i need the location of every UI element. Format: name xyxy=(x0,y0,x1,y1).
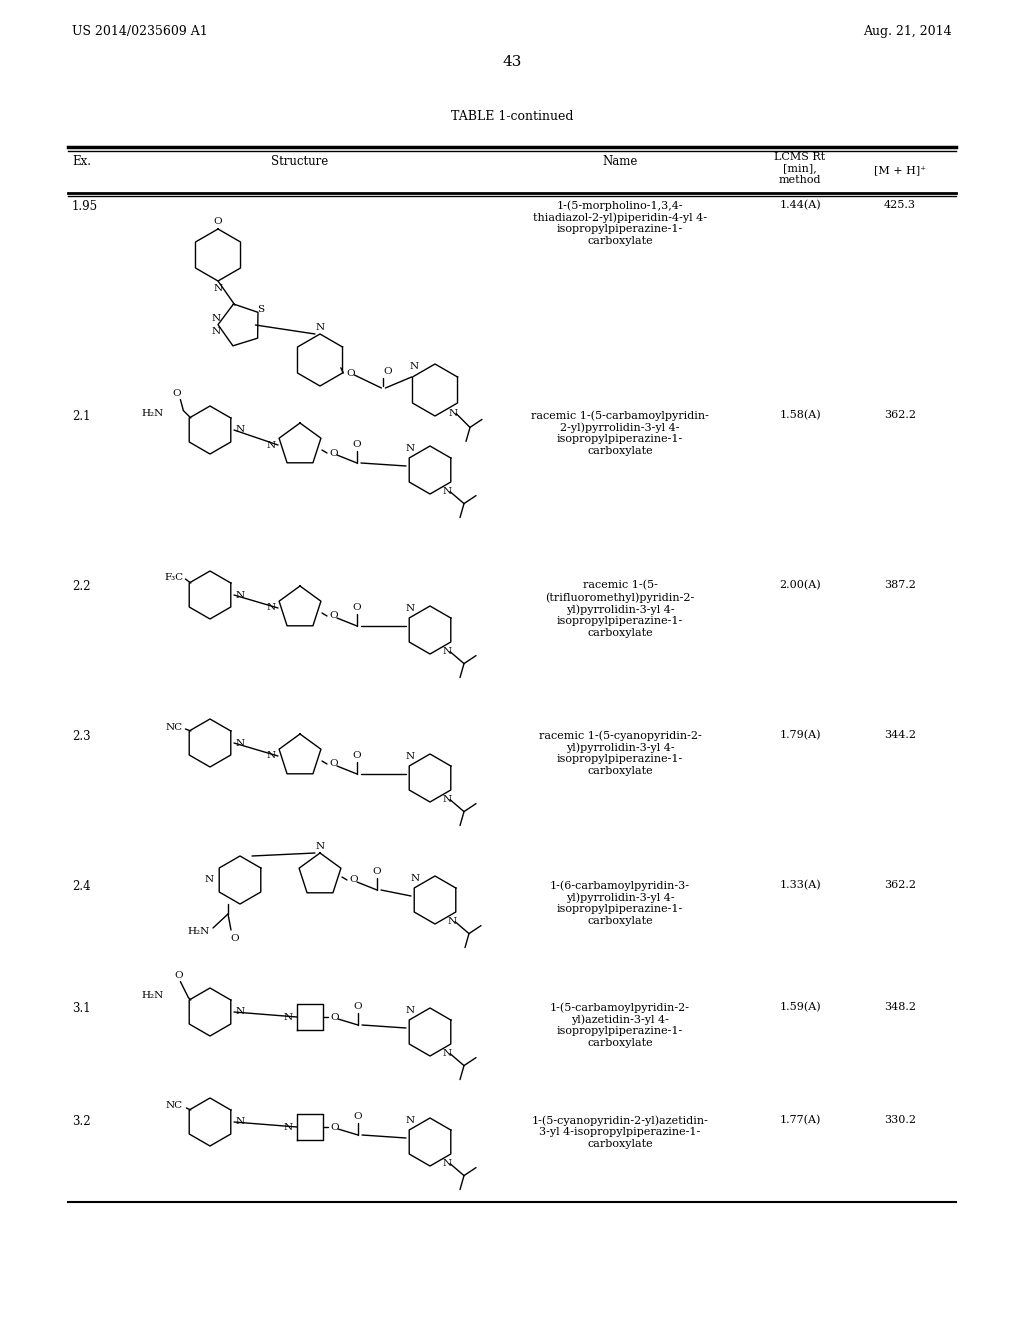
Text: 362.2: 362.2 xyxy=(884,880,916,890)
Text: 362.2: 362.2 xyxy=(884,411,916,420)
Text: O: O xyxy=(383,367,392,376)
Text: N: N xyxy=(236,1007,245,1016)
Text: O: O xyxy=(230,935,239,942)
Text: N: N xyxy=(449,409,458,418)
Text: O: O xyxy=(174,970,182,979)
Text: N: N xyxy=(267,441,276,450)
Text: 1-(5-carbamoylpyridin-2-
yl)azetidin-3-yl 4-
isopropylpiperazine-1-
carboxylate: 1-(5-carbamoylpyridin-2- yl)azetidin-3-y… xyxy=(550,1002,690,1048)
Text: O: O xyxy=(352,603,361,612)
Text: 1.33(A): 1.33(A) xyxy=(779,880,821,890)
Text: 1.79(A): 1.79(A) xyxy=(779,730,821,741)
Text: 2.4: 2.4 xyxy=(72,880,91,894)
Text: 2.3: 2.3 xyxy=(72,730,91,743)
Text: N: N xyxy=(443,795,453,804)
Text: O: O xyxy=(353,1002,362,1011)
Text: racemic 1-(5-
(trifluoromethyl)pyridin-2-
yl)pyrrolidin-3-yl 4-
isopropylpiperaz: racemic 1-(5- (trifluoromethyl)pyridin-2… xyxy=(546,579,694,638)
Text: Structure: Structure xyxy=(271,154,329,168)
Text: 2.00(A): 2.00(A) xyxy=(779,579,821,590)
Text: 1.44(A): 1.44(A) xyxy=(779,201,821,210)
Text: N: N xyxy=(410,362,419,371)
Text: O: O xyxy=(329,449,338,458)
Text: O: O xyxy=(353,1111,362,1121)
Text: N: N xyxy=(236,425,245,434)
Text: N: N xyxy=(315,323,325,333)
Text: N: N xyxy=(236,1118,245,1126)
Text: O: O xyxy=(330,1012,339,1022)
Text: N: N xyxy=(284,1012,293,1022)
Text: 2.2: 2.2 xyxy=(72,579,90,593)
Text: H₂N: H₂N xyxy=(187,928,210,936)
Text: N: N xyxy=(267,603,276,612)
Text: F₃C: F₃C xyxy=(164,573,183,582)
Text: O: O xyxy=(352,440,361,449)
Text: N: N xyxy=(213,284,222,293)
Text: O: O xyxy=(330,1122,339,1131)
Text: 344.2: 344.2 xyxy=(884,730,916,741)
Text: N: N xyxy=(443,1159,453,1168)
Text: 3.2: 3.2 xyxy=(72,1115,91,1129)
Text: 1-(6-carbamoylpyridin-3-
yl)pyrrolidin-3-yl 4-
isopropylpiperazine-1-
carboxylat: 1-(6-carbamoylpyridin-3- yl)pyrrolidin-3… xyxy=(550,880,690,927)
Text: 425.3: 425.3 xyxy=(884,201,916,210)
Text: 3.1: 3.1 xyxy=(72,1002,91,1015)
Text: N: N xyxy=(449,917,457,927)
Text: N: N xyxy=(267,751,276,760)
Text: O: O xyxy=(172,388,180,397)
Text: Ex.: Ex. xyxy=(72,154,91,168)
Text: 1-(5-cyanopyridin-2-yl)azetidin-
3-yl 4-isopropylpiperazine-1-
carboxylate: 1-(5-cyanopyridin-2-yl)azetidin- 3-yl 4-… xyxy=(531,1115,709,1148)
Text: N: N xyxy=(406,752,415,760)
Text: O: O xyxy=(329,759,338,768)
Text: NC: NC xyxy=(165,1101,182,1110)
Text: N: N xyxy=(315,842,325,851)
Text: S: S xyxy=(258,305,265,314)
Text: Aug. 21, 2014: Aug. 21, 2014 xyxy=(863,25,952,38)
Text: O: O xyxy=(214,216,222,226)
Text: N: N xyxy=(443,1049,453,1059)
Text: 1-(5-morpholino-1,3,4-
thiadiazol-2-yl)piperidin-4-yl 4-
isopropylpiperazine-1-
: 1-(5-morpholino-1,3,4- thiadiazol-2-yl)p… xyxy=(534,201,707,246)
Text: 2.1: 2.1 xyxy=(72,411,90,422)
Text: LCMS Rt
[min],
method: LCMS Rt [min], method xyxy=(774,152,825,185)
Text: N: N xyxy=(406,444,415,453)
Text: N: N xyxy=(406,1006,415,1015)
Text: N: N xyxy=(406,1115,415,1125)
Text: 348.2: 348.2 xyxy=(884,1002,916,1012)
Text: racemic 1-(5-carbamoylpyridin-
2-yl)pyrrolidin-3-yl 4-
isopropylpiperazine-1-
ca: racemic 1-(5-carbamoylpyridin- 2-yl)pyrr… xyxy=(531,411,709,455)
Text: N: N xyxy=(205,875,214,884)
Text: N: N xyxy=(236,738,245,747)
Text: O: O xyxy=(346,368,355,378)
Text: O: O xyxy=(329,611,338,620)
Text: 1.95: 1.95 xyxy=(72,201,98,213)
Text: N: N xyxy=(284,1122,293,1131)
Text: N: N xyxy=(211,327,220,337)
Text: 330.2: 330.2 xyxy=(884,1115,916,1125)
Text: TABLE 1-continued: TABLE 1-continued xyxy=(451,110,573,123)
Text: H₂N: H₂N xyxy=(141,991,164,1001)
Text: N: N xyxy=(236,590,245,599)
Text: [M + H]⁺: [M + H]⁺ xyxy=(874,165,926,176)
Text: N: N xyxy=(211,314,220,323)
Text: 1.59(A): 1.59(A) xyxy=(779,1002,821,1012)
Text: racemic 1-(5-cyanopyridin-2-
yl)pyrrolidin-3-yl 4-
isopropylpiperazine-1-
carbox: racemic 1-(5-cyanopyridin-2- yl)pyrrolid… xyxy=(539,730,701,776)
Text: 1.58(A): 1.58(A) xyxy=(779,411,821,420)
Text: O: O xyxy=(373,867,381,876)
Text: N: N xyxy=(406,605,415,612)
Text: N: N xyxy=(443,487,453,496)
Text: Name: Name xyxy=(602,154,638,168)
Text: US 2014/0235609 A1: US 2014/0235609 A1 xyxy=(72,25,208,38)
Text: O: O xyxy=(349,875,357,884)
Text: N: N xyxy=(443,647,453,656)
Text: O: O xyxy=(352,751,361,760)
Text: H₂N: H₂N xyxy=(141,409,164,418)
Text: 43: 43 xyxy=(503,55,521,69)
Text: 387.2: 387.2 xyxy=(884,579,915,590)
Text: 1.77(A): 1.77(A) xyxy=(779,1115,820,1126)
Text: N: N xyxy=(411,874,420,883)
Text: NC: NC xyxy=(165,722,182,731)
